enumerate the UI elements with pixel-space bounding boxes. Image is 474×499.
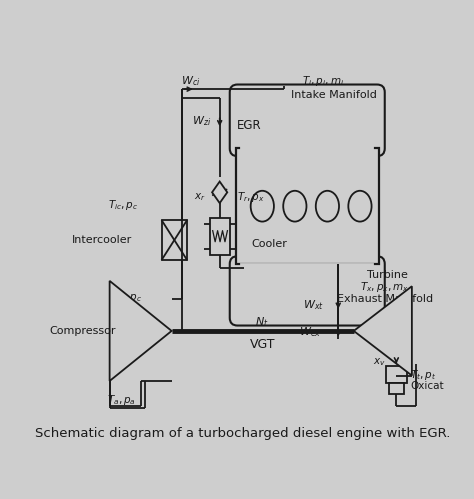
Text: Cooler: Cooler: [251, 239, 287, 249]
Text: $T_i, p_i, m_i$: $T_i, p_i, m_i$: [301, 74, 344, 88]
Text: Schematic diagram of a turbocharged diesel engine with EGR.: Schematic diagram of a turbocharged dies…: [35, 427, 451, 440]
Ellipse shape: [316, 191, 339, 222]
Text: $T_{ic}, p_c$: $T_{ic}, p_c$: [108, 198, 138, 212]
Text: Intercooler: Intercooler: [72, 235, 132, 245]
Text: Turbine: Turbine: [367, 270, 408, 280]
Text: $x_v$: $x_v$: [373, 356, 385, 368]
Text: $T_r, p_x$: $T_r, p_x$: [237, 190, 264, 204]
Text: $N_t$: $N_t$: [255, 315, 269, 328]
Text: $x_r$: $x_r$: [194, 191, 206, 203]
FancyBboxPatch shape: [230, 84, 385, 156]
Text: Compressor: Compressor: [49, 326, 116, 336]
Text: $T_t, p_t$: $T_t, p_t$: [410, 368, 437, 382]
Text: VGT: VGT: [249, 338, 275, 351]
Text: $T_c, p_c$: $T_c, p_c$: [114, 290, 142, 304]
Ellipse shape: [348, 191, 372, 222]
Text: Intake Manifold: Intake Manifold: [292, 89, 377, 99]
Text: Exhaust Manifold: Exhaust Manifold: [337, 293, 433, 303]
Ellipse shape: [251, 191, 274, 222]
Bar: [162, 220, 187, 260]
Text: $W_{ci}$: $W_{ci}$: [181, 74, 201, 88]
FancyBboxPatch shape: [230, 256, 385, 325]
Text: $W_{ex}$: $W_{ex}$: [299, 325, 321, 339]
Polygon shape: [354, 286, 412, 376]
Bar: [389, 383, 404, 394]
Bar: [236, 148, 379, 264]
Text: Oxicat: Oxicat: [410, 381, 444, 391]
Text: EGR: EGR: [237, 119, 261, 132]
Bar: [210, 218, 230, 254]
Text: $W_{xt}$: $W_{xt}$: [303, 298, 324, 312]
Bar: [385, 366, 407, 383]
Bar: [241, 115, 373, 164]
Text: $T_x, p_x, m_x$: $T_x, p_x, m_x$: [360, 280, 410, 294]
Ellipse shape: [283, 191, 307, 222]
Text: $W_{zi}$: $W_{zi}$: [192, 115, 211, 128]
Polygon shape: [212, 182, 227, 203]
Polygon shape: [109, 281, 172, 381]
Bar: [241, 264, 373, 306]
Text: $T_a, p_a$: $T_a, p_a$: [107, 393, 136, 407]
